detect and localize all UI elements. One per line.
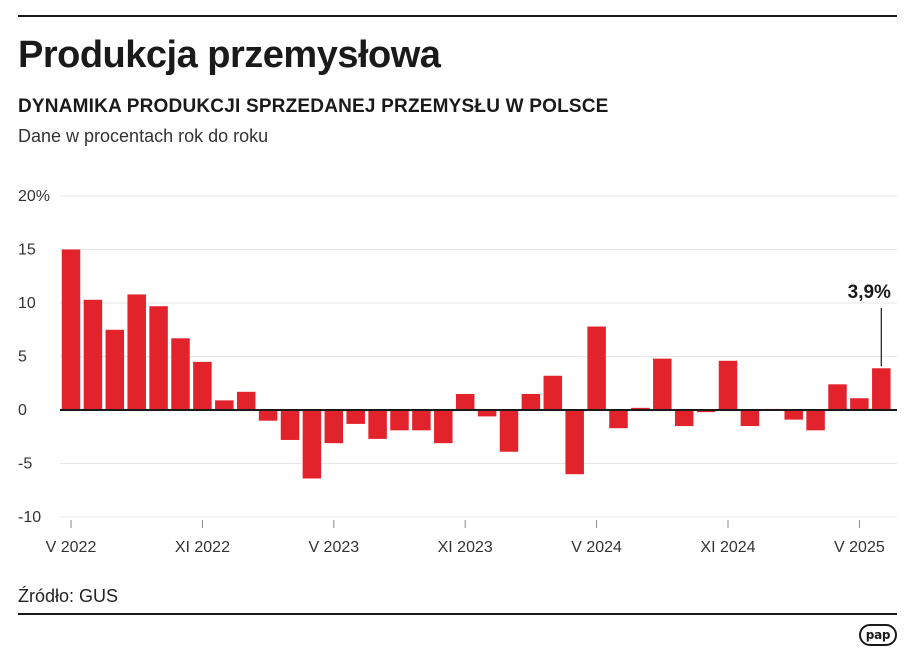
top-rule <box>18 15 897 17</box>
bar <box>324 410 344 444</box>
source-label: Źródło: GUS <box>18 586 119 606</box>
units-note: Dane w procentach rok do roku <box>18 126 269 146</box>
bar <box>543 375 563 410</box>
bar <box>631 407 650 410</box>
bar <box>236 391 256 410</box>
bar <box>127 294 146 410</box>
page-title: Produkcja przemysłowa <box>18 34 441 76</box>
x-tick-label: XI 2024 <box>700 539 755 556</box>
bar <box>455 393 475 410</box>
bar <box>674 410 694 427</box>
bar <box>368 410 387 439</box>
pap-logo: pap <box>859 624 897 646</box>
bar <box>280 410 300 440</box>
bar <box>499 410 519 452</box>
bar <box>412 410 431 431</box>
bar <box>828 384 847 410</box>
bar <box>171 338 190 410</box>
bar <box>806 410 825 431</box>
bar <box>215 400 234 410</box>
bar <box>850 398 869 410</box>
annotation-label: 3,9% <box>848 282 891 303</box>
bar <box>477 410 497 417</box>
bar <box>718 360 738 410</box>
bar <box>740 410 760 427</box>
y-tick-label: -10 <box>18 509 41 526</box>
bar <box>434 410 453 444</box>
bar <box>302 410 322 479</box>
bar <box>521 393 541 410</box>
bar <box>653 358 672 410</box>
bar <box>258 410 278 421</box>
x-tick-label: V 2025 <box>834 539 885 556</box>
bar <box>193 361 212 410</box>
x-tick-label: V 2023 <box>308 539 359 556</box>
bar <box>61 249 81 410</box>
bar <box>565 410 584 475</box>
bar <box>587 326 606 410</box>
bar <box>784 410 803 420</box>
y-tick-label: 5 <box>18 349 27 366</box>
bar <box>696 410 716 413</box>
bar-chart: 20% 15 10 5 0 -5 -10 V 2022 XI 2022 V 2023 XI 2023… <box>18 188 897 556</box>
bar <box>390 410 409 431</box>
y-tick-label: 10 <box>18 295 36 312</box>
bar <box>149 306 168 410</box>
bottom-rule <box>18 613 897 615</box>
bar <box>872 368 891 410</box>
y-tick-label: 15 <box>18 242 36 259</box>
y-tick-label: 0 <box>18 402 27 419</box>
x-tick-label: V 2024 <box>571 539 622 556</box>
bar <box>105 329 125 410</box>
bar <box>609 410 628 429</box>
bar <box>346 410 365 424</box>
x-tick-label: XI 2023 <box>438 539 493 556</box>
y-tick-label: -5 <box>18 456 32 473</box>
chart-subtitle: DYNAMIKA PRODUKCJI SPRZEDANEJ PRZEMYSŁU … <box>18 96 609 117</box>
x-tick-label: XI 2022 <box>175 539 230 556</box>
x-tick-label: V 2022 <box>46 539 97 556</box>
y-tick-label: 20% <box>18 188 50 205</box>
bar <box>83 299 103 410</box>
